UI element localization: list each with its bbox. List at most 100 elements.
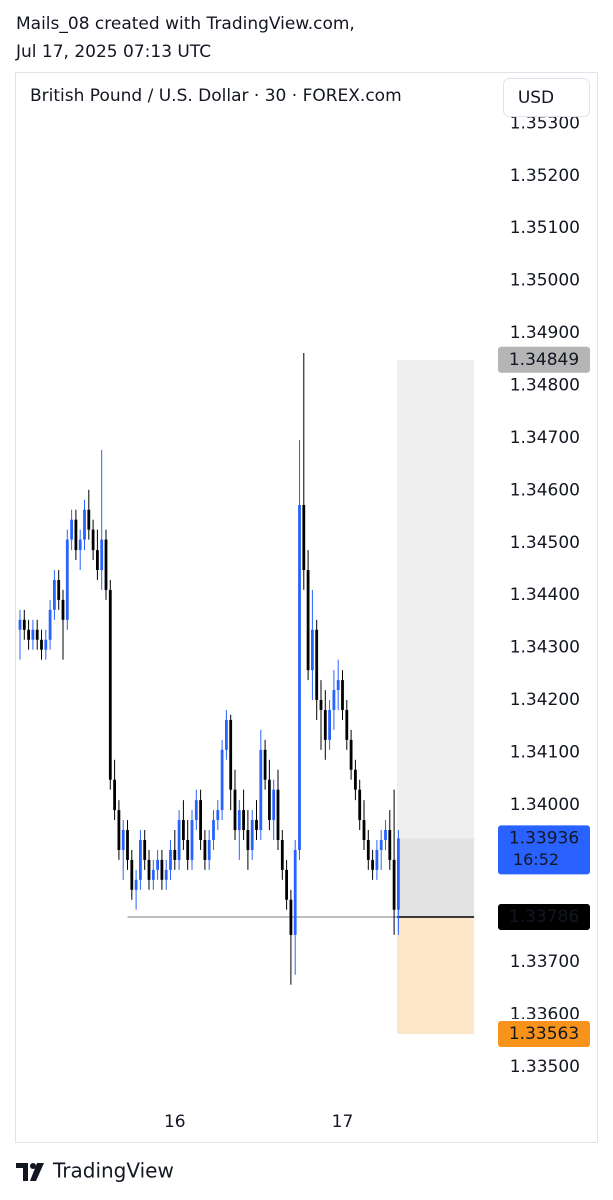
candle-body: [246, 830, 250, 850]
candle-body: [349, 739, 353, 770]
candle-body: [250, 820, 254, 850]
candle-body: [130, 859, 134, 890]
candle-body: [151, 869, 155, 880]
candle-body: [156, 859, 159, 870]
candle-body: [44, 639, 48, 650]
candle-body: [48, 609, 52, 640]
candle-body: [323, 709, 327, 740]
candle-body: [298, 505, 301, 850]
candle-body: [194, 800, 198, 821]
candle-body: [87, 509, 91, 530]
y-tick-label: 1.34000: [510, 795, 580, 815]
candle-body: [177, 820, 181, 860]
brand: TradingView: [52, 1159, 174, 1183]
candle-body: [126, 830, 129, 860]
y-tick-label: 1.34100: [510, 742, 580, 762]
y-tick-label: 1.35000: [510, 271, 580, 291]
candle-body: [35, 629, 39, 640]
candle-body: [332, 690, 336, 710]
candle-body: [160, 859, 164, 880]
currency-button[interactable]: [503, 78, 590, 117]
candle-body: [371, 859, 374, 870]
price-badge-label: 1.33936: [509, 828, 579, 848]
candle-body: [216, 810, 220, 821]
logo: [16, 1163, 44, 1181]
plot: 1.335001.336001.337001.338001.339001.340…: [18, 113, 595, 1132]
y-tick-label: 1.34400: [510, 585, 580, 605]
y-tick-label: 1.34300: [510, 638, 580, 658]
candle-body: [354, 769, 357, 790]
x-tick-label: 16: [164, 1112, 186, 1132]
y-tick-label: 1.34200: [510, 690, 580, 710]
candle-body: [207, 839, 211, 860]
countdown: 16:52: [513, 850, 559, 869]
candle-body: [280, 839, 284, 870]
candle-body: [108, 589, 112, 780]
candle-body: [27, 629, 30, 640]
x-tick-label: 17: [332, 1112, 354, 1132]
candle-body: [259, 749, 263, 831]
y-tick-label: 1.34900: [510, 323, 580, 343]
y-tick-label: 1.35300: [510, 113, 580, 133]
candle-body: [255, 820, 258, 831]
candle-body: [328, 709, 331, 740]
candle-body: [289, 899, 293, 935]
y-tick-label: 1.34500: [510, 533, 580, 553]
candle-body: [186, 839, 190, 860]
price-badge: [498, 825, 590, 875]
candle-body: [57, 579, 61, 600]
candle-body: [113, 779, 116, 811]
candle-body: [143, 839, 147, 860]
candle-body: [388, 830, 392, 860]
price-badge-label: 1.34849: [509, 350, 579, 370]
candle-body: [70, 519, 73, 540]
candle-body: [237, 810, 241, 831]
y-tick-label: 1.35100: [510, 218, 580, 238]
candle-body: [319, 700, 323, 710]
candle-body: [242, 810, 245, 831]
candle-body: [83, 509, 86, 540]
candle-body: [182, 820, 185, 840]
candle-body: [100, 539, 104, 571]
candle-body: [164, 869, 168, 880]
candle-body: [366, 839, 370, 860]
candle-body: [91, 529, 95, 551]
candle-body: [375, 849, 379, 870]
candle-body: [306, 570, 310, 671]
candle-body: [384, 830, 387, 840]
price-badge: [498, 904, 590, 931]
y-tick-label: 1.34700: [510, 428, 580, 448]
candle-body: [96, 550, 99, 571]
chart-title: British Pound / U.S. Dollar · 30 · FOREX…: [30, 86, 402, 106]
price-badge: [498, 1020, 590, 1047]
candle-body: [229, 719, 233, 790]
candle-body: [392, 859, 396, 910]
candle-body: [147, 859, 151, 880]
candle-body: [61, 599, 65, 620]
candle-body: [40, 639, 43, 650]
price-badge-label: 1.33563: [509, 1024, 579, 1044]
candle-body: [121, 830, 125, 850]
candle-body: [199, 800, 202, 840]
chart-frame: [15, 72, 598, 1143]
candle-body: [212, 820, 215, 840]
candle-body: [53, 579, 56, 610]
currency[interactable]: USD: [518, 88, 554, 108]
y-tick-label: 1.35200: [510, 166, 580, 186]
candle-body: [139, 839, 142, 880]
y-tick-label: 1.33500: [510, 1057, 580, 1077]
candle-body: [276, 789, 280, 840]
candle-body: [173, 849, 177, 860]
candle-body: [74, 519, 78, 551]
candle-body: [345, 709, 349, 740]
candle-body: [22, 619, 26, 630]
candle-body: [285, 869, 288, 900]
candle-body: [203, 839, 207, 860]
candle-body: [18, 619, 22, 630]
candle-body: [311, 629, 314, 671]
candle-body: [134, 879, 138, 890]
candle-body: [315, 629, 319, 701]
candle-body: [336, 680, 340, 691]
